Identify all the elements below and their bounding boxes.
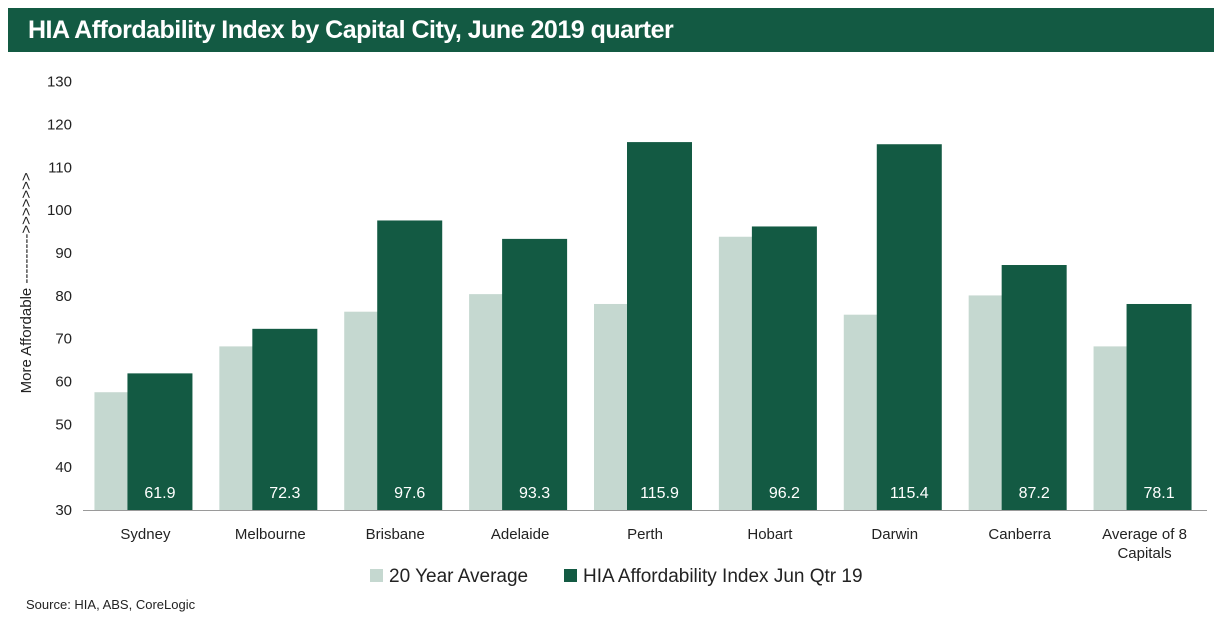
y-tick-label: 30: [55, 502, 72, 519]
bar-hia-index: [127, 373, 193, 510]
x-category-label: Darwin: [871, 526, 918, 543]
y-tick-label: 110: [48, 159, 72, 176]
x-category-label: Canberra: [988, 526, 1051, 543]
x-category-label: Perth: [627, 526, 663, 543]
bar-hia-index: [751, 226, 817, 510]
bar-hia-index: [627, 142, 692, 510]
x-category-label: Hobart: [747, 526, 793, 543]
chart-title: HIA Affordability Index by Capital City,…: [28, 16, 674, 44]
bar-hia-index: [502, 238, 568, 510]
y-tick-label: 100: [47, 202, 72, 219]
data-label: 115.4: [890, 485, 929, 502]
x-category-label: Average of 8 Capitals: [1102, 526, 1187, 562]
source-note: Source: HIA, ABS, CoreLogic: [26, 597, 196, 612]
x-category-label: Sydney: [120, 526, 171, 543]
legend-swatch-20yr-avg: [370, 569, 383, 582]
legend-label-20yr-avg: 20 Year Average: [389, 566, 528, 587]
x-category-label: Brisbane: [366, 526, 425, 543]
legend-label-hia-index: HIA Affordability Index Jun Qtr 19: [583, 566, 863, 587]
bar-hia-index: [1126, 303, 1192, 510]
y-tick-label: 40: [55, 459, 72, 476]
data-label: 61.9: [144, 485, 175, 502]
x-category-label: Adelaide: [491, 526, 549, 543]
y-tick-label: 120: [47, 117, 72, 134]
data-label: 78.1: [1143, 485, 1174, 502]
y-tick-label: 60: [55, 374, 72, 391]
bar-hia-index: [377, 220, 443, 511]
data-label: 87.2: [1019, 485, 1050, 502]
y-tick-label: 80: [55, 288, 72, 305]
y-tick-label: 70: [55, 331, 72, 348]
y-tick-label: 50: [55, 416, 72, 433]
data-label: 115.9: [640, 485, 679, 502]
y-tick-label: 130: [47, 74, 72, 91]
y-tick-label: 90: [55, 245, 72, 262]
bar-hia-index: [876, 144, 942, 510]
bar-hia-index: [252, 328, 318, 510]
data-label: 93.3: [519, 485, 550, 502]
bar-hia-index: [1001, 265, 1067, 510]
legend-swatch-hia-index: [564, 569, 577, 582]
x-category-label: Melbourne: [235, 526, 306, 543]
y-axis-title: More Affordable ---------->>>>>>>: [18, 172, 35, 393]
data-label: 97.6: [394, 485, 425, 502]
data-label: 96.2: [769, 485, 800, 502]
data-label: 72.3: [269, 485, 300, 502]
chart-title-bar: HIA Affordability Index by Capital City,…: [8, 8, 1214, 52]
